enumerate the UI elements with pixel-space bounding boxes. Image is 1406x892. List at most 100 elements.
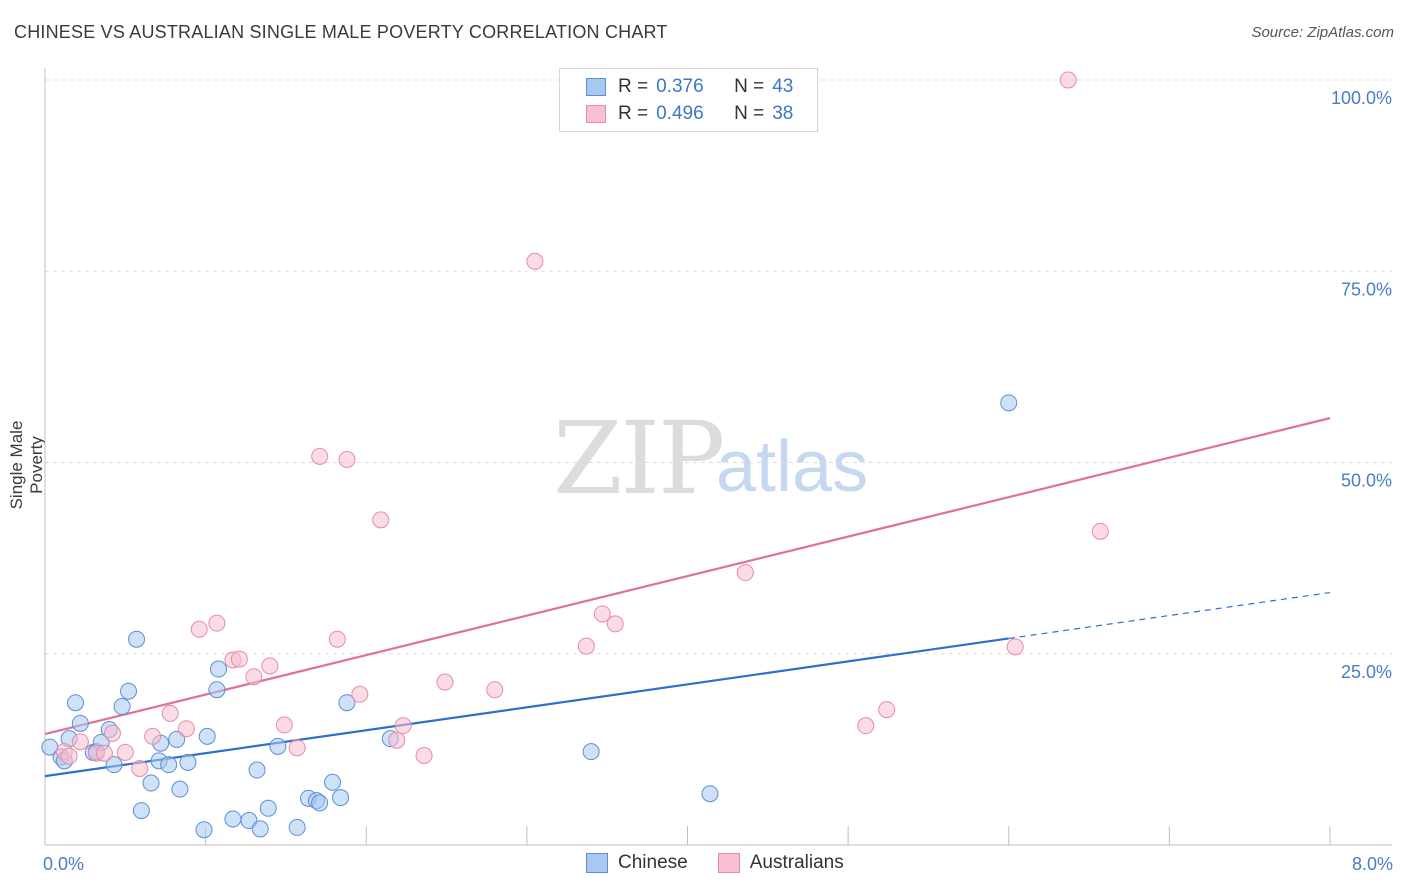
chart-title: CHINESE VS AUSTRALIAN SINGLE MALE POVERT… (14, 22, 668, 42)
data-point-australians (95, 744, 113, 762)
data-point-australians (394, 717, 412, 735)
data-point-australians (328, 630, 346, 648)
data-point-australians (606, 615, 624, 633)
data-point-australians (372, 511, 390, 529)
data-point-chinese (582, 743, 600, 761)
data-point-chinese (259, 799, 277, 817)
data-point-chinese (209, 660, 227, 678)
legend-swatch-chinese (586, 78, 606, 96)
data-point-australians (577, 637, 595, 655)
data-point-australians (593, 605, 611, 623)
data-point-chinese (269, 737, 287, 755)
legend-n-label: N = (734, 76, 765, 97)
data-point-australians (526, 252, 544, 270)
legend-r-value: 0.496 (656, 103, 704, 124)
data-point-australians (415, 746, 433, 764)
trend-lines (44, 417, 1331, 778)
data-point-chinese (198, 727, 216, 745)
data-point-chinese (701, 785, 719, 803)
watermark-zip: ZIP (553, 400, 725, 517)
legend-swatch-australians (586, 105, 606, 123)
legend-r-label: R = (618, 103, 649, 124)
data-point-chinese (179, 753, 197, 771)
chart-source: Source: ZipAtlas.com (1251, 24, 1394, 41)
data-point-chinese (160, 756, 178, 774)
correlation-legend: R = 0.376 N = 43 R = 0.496 N = 38 (559, 68, 818, 132)
data-point-australians (230, 650, 248, 668)
data-point-chinese (324, 773, 342, 791)
data-point-australians (436, 673, 454, 691)
data-point-chinese (332, 789, 350, 807)
x-tick-label: 0.0% (43, 854, 84, 874)
data-point-australians (131, 760, 149, 777)
data-point-australians (275, 716, 293, 734)
data-point-chinese (311, 794, 329, 812)
data-point-chinese (128, 630, 146, 648)
data-point-australians (1091, 522, 1109, 540)
series-swatch-chinese (586, 853, 608, 873)
data-point-australians (60, 747, 78, 765)
data-point-australians (486, 681, 504, 699)
legend-r-value: 0.376 (656, 76, 704, 97)
series-legend: Chinese Australians (586, 852, 874, 874)
axes (44, 68, 1392, 846)
axis-ticks: 25.0% 50.0% 75.0% 100.0% 0.0% 8.0% (43, 88, 1393, 874)
data-point-chinese (113, 698, 131, 716)
data-point-australians (1059, 71, 1077, 89)
series-legend-australians[interactable]: Australians (717, 852, 844, 874)
legend-n-value: 43 (772, 76, 794, 97)
data-point-chinese (142, 774, 160, 792)
data-point-australians (208, 614, 226, 632)
data-point-australians (116, 743, 134, 761)
legend-row-australians: R = 0.496 N = 38 (586, 101, 793, 127)
data-point-australians (161, 704, 179, 722)
series-legend-chinese[interactable]: Chinese (586, 852, 688, 874)
data-point-australians (736, 564, 754, 582)
data-point-australians (288, 739, 306, 757)
data-point-chinese (132, 802, 150, 820)
data-point-chinese (251, 820, 269, 838)
series-swatch-australians (717, 853, 740, 873)
data-point-australians (261, 657, 279, 675)
data-point-australians (177, 720, 195, 738)
data-point-australians (1006, 638, 1024, 656)
data-point-australians (351, 685, 369, 703)
data-point-chinese (288, 818, 306, 836)
data-point-chinese (195, 821, 213, 839)
data-point-australians (190, 620, 208, 638)
data-point-australians (878, 701, 896, 719)
x-tick-label: 8.0% (1352, 854, 1393, 874)
data-point-australians (144, 727, 162, 745)
series-label-chinese: Chinese (618, 852, 688, 873)
trend-line-australians (44, 417, 1331, 736)
data-point-australians (338, 450, 356, 468)
y-tick-label: 50.0% (1341, 471, 1392, 491)
data-point-chinese (105, 756, 123, 774)
legend-r-label: R = (618, 76, 649, 97)
data-point-chinese (338, 694, 356, 712)
legend-row-chinese: R = 0.376 N = 43 (586, 74, 793, 100)
legend-n-label: N = (734, 103, 765, 124)
data-point-chinese (224, 810, 242, 828)
data-point-chinese (171, 780, 189, 798)
data-point-chinese (67, 694, 85, 712)
data-point-australians (857, 717, 875, 735)
data-point-chinese (208, 681, 226, 699)
data-point-chinese (168, 730, 186, 748)
data-point-chinese (248, 761, 266, 779)
data-point-chinese (71, 714, 89, 732)
data-point-chinese (1000, 394, 1018, 412)
data-point-australians (71, 733, 89, 751)
trend-extension-chinese (1008, 591, 1331, 640)
trend-line-chinese (44, 637, 1009, 778)
data-point-chinese (120, 682, 138, 700)
data-point-australians (311, 447, 329, 465)
y-tick-label: 100.0% (1331, 88, 1392, 108)
data-point-australians (388, 731, 406, 749)
watermark-atlas: atlas (716, 427, 869, 507)
legend-n-value: 38 (772, 103, 794, 124)
y-tick-label: 25.0% (1341, 662, 1392, 682)
data-points (41, 71, 1109, 839)
data-point-australians (245, 668, 263, 686)
